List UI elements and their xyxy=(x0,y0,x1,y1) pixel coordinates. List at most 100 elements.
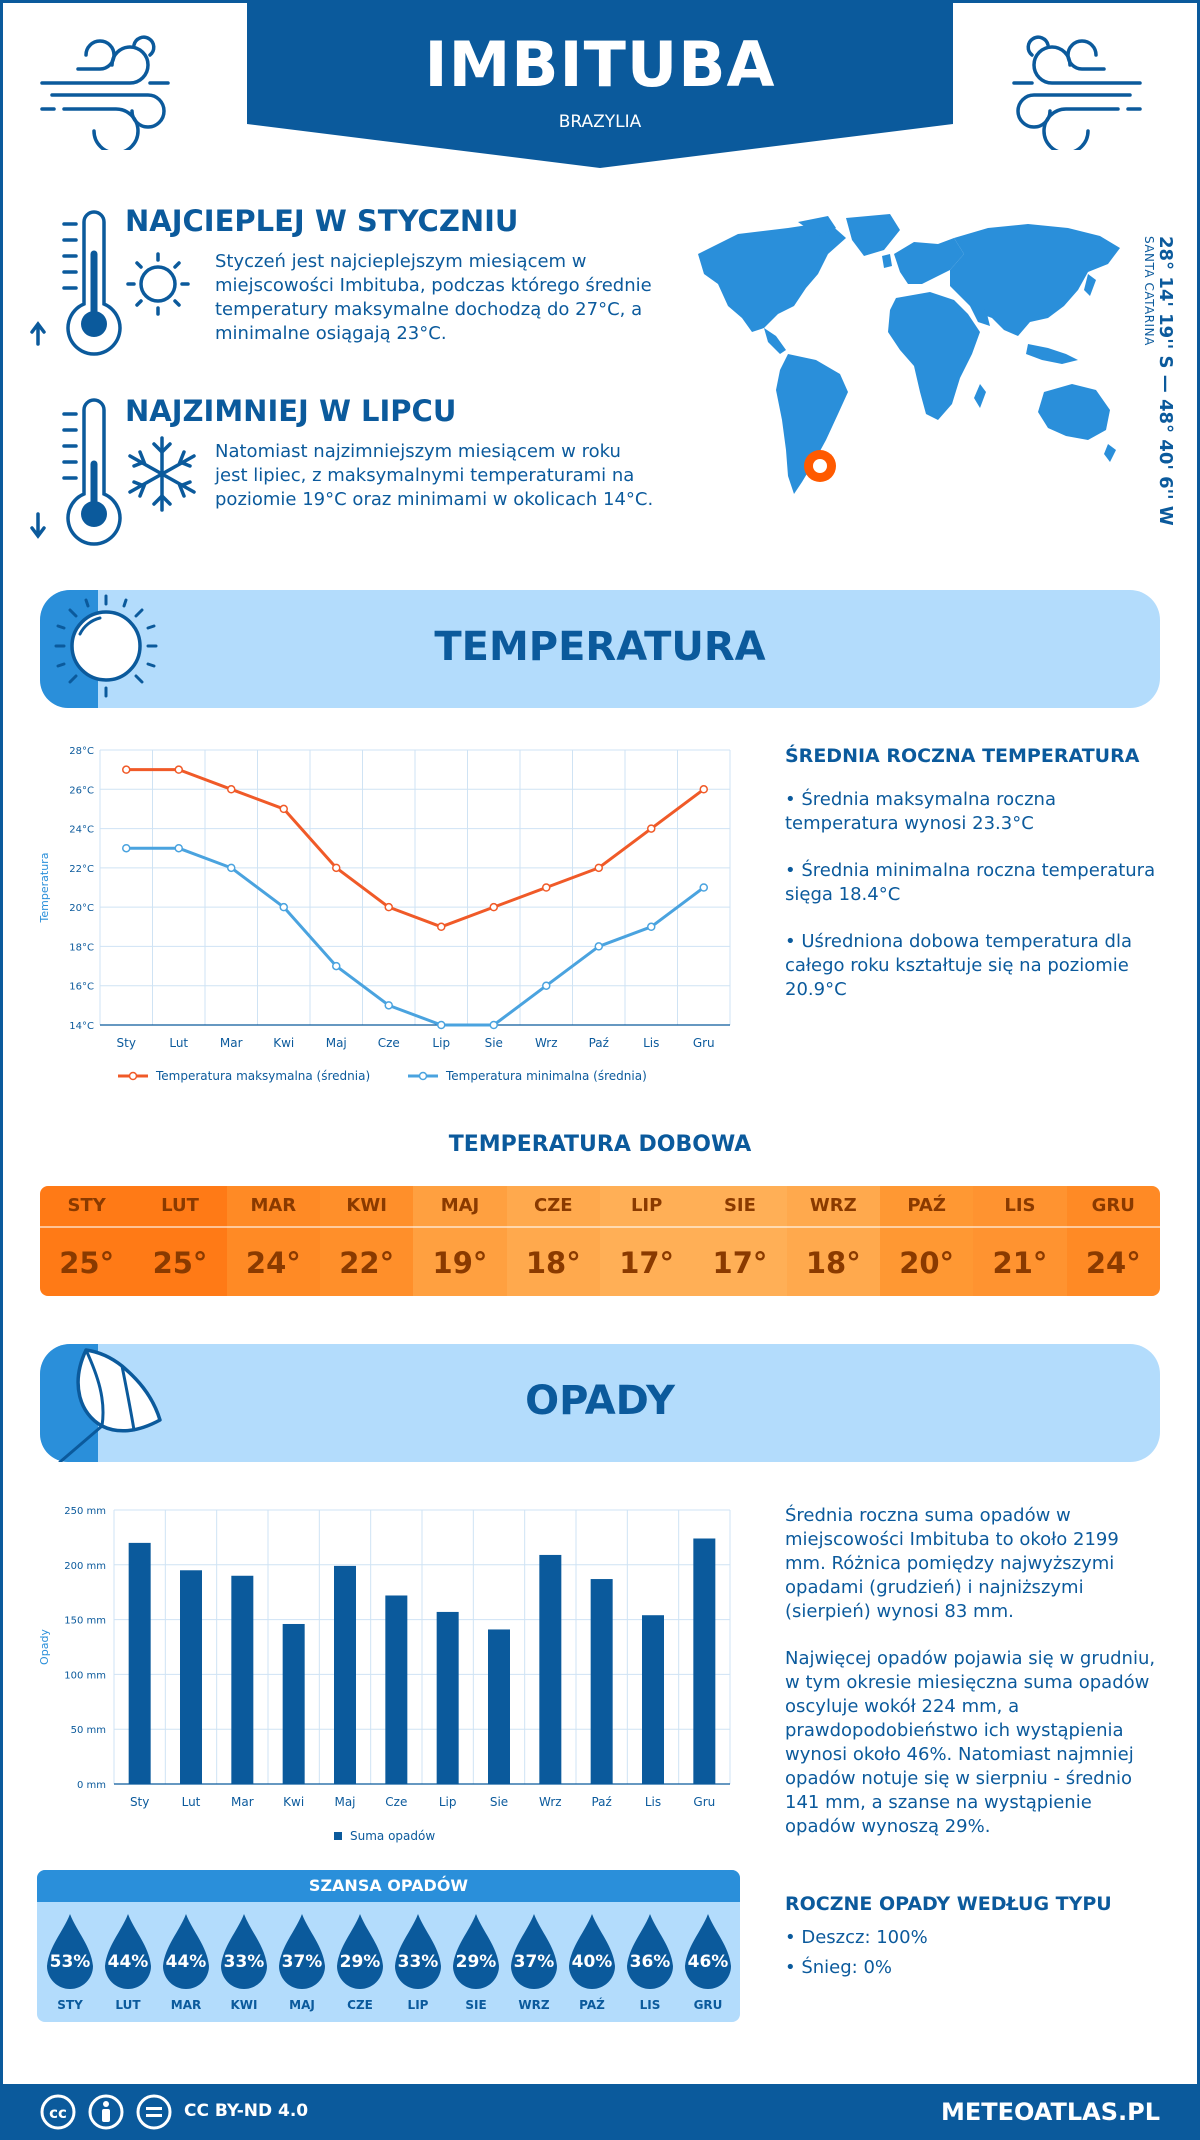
daily-value: 18° xyxy=(506,1226,600,1296)
x-tick-label: Maj xyxy=(326,1036,347,1050)
rain-icon xyxy=(40,1344,162,1462)
y-axis-label: Opady xyxy=(38,1629,51,1665)
daily-month: STY xyxy=(67,1195,106,1216)
hottest-title: NAJCIEPLEJ W STYCZNIU xyxy=(125,204,519,238)
daily-value: 19° xyxy=(413,1226,507,1296)
daily-month: KWI xyxy=(346,1195,387,1216)
daily-month: SIE xyxy=(723,1195,756,1216)
daily-month: CZE xyxy=(534,1195,573,1216)
precip-bar xyxy=(334,1565,356,1784)
license-label: CC BY-ND 4.0 xyxy=(184,2101,309,2121)
y-tick-label: 20°C xyxy=(69,903,94,914)
data-point xyxy=(384,902,393,912)
x-tick-label: Wrz xyxy=(535,1036,558,1050)
precip-summary-p1: Średnia roczna suma opadów w miejscowośc… xyxy=(785,1505,1119,1622)
x-tick-label: Sty xyxy=(117,1036,136,1050)
x-tick-label: Sie xyxy=(490,1795,508,1809)
daily-cell: MAR 24° xyxy=(226,1186,320,1296)
y-tick-label: 250 mm xyxy=(64,1506,106,1517)
y-tick-label: 28°C xyxy=(69,746,94,757)
precip-summary: Średnia roczna suma opadów w miejscowośc… xyxy=(785,1504,1165,1862)
raindrop-icon xyxy=(279,1914,325,1989)
daily-cell: SIE 17° xyxy=(693,1186,787,1296)
x-tick-label: Paź xyxy=(591,1795,611,1809)
data-point xyxy=(227,785,236,794)
world-map xyxy=(698,214,1120,494)
chance-month: PAŹ xyxy=(579,1998,605,2012)
daily-temperature-table: STY 25° LUT 25° MAR 24° KWI 22° MAJ 19° CZE 18° LIP 1… xyxy=(40,1186,1160,1296)
data-point xyxy=(437,922,446,932)
data-point xyxy=(699,883,708,892)
chance-month: SIE xyxy=(465,1998,487,2012)
daily-cell: LIS 21° xyxy=(973,1186,1067,1296)
data-point xyxy=(384,1001,393,1010)
series-line xyxy=(126,768,705,929)
series-line xyxy=(126,846,705,1027)
x-tick-label: Gru xyxy=(693,1795,715,1809)
temperature-summary-title: ŚREDNIA ROCZNA TEMPERATURA xyxy=(785,745,1140,767)
x-tick-label: Maj xyxy=(334,1795,355,1809)
precip-bar xyxy=(436,1611,459,1784)
data-point xyxy=(489,902,498,912)
y-tick-label: 200 mm xyxy=(64,1561,106,1572)
daily-value: 24° xyxy=(226,1226,320,1296)
precip-bar xyxy=(231,1575,254,1784)
chance-month: KWI xyxy=(230,1998,258,2012)
chance-drop: 37% WRZ xyxy=(505,1910,563,2020)
site-link[interactable]: METEOATLAS.PL xyxy=(940,2098,1160,2126)
legend-label: Temperatura maksymalna (średnia) xyxy=(155,1069,370,1083)
x-tick-label: Cze xyxy=(385,1795,407,1809)
banner-shape xyxy=(247,0,953,168)
wind-icon xyxy=(1012,35,1142,150)
y-tick-label: 16°C xyxy=(69,982,94,993)
data-point xyxy=(542,981,551,990)
precip-type: ROCZNE OPADY WEDŁUG TYPU • Deszcz: 100% … xyxy=(785,1892,1165,1980)
chance-value: 46% xyxy=(687,1952,729,1972)
chance-drop: 29% CZE xyxy=(331,1910,389,2020)
data-point xyxy=(699,785,708,794)
chance-drop: 40% PAŹ xyxy=(563,1910,621,2020)
chance-value: 36% xyxy=(629,1952,671,1972)
x-tick-label: Mar xyxy=(231,1795,254,1809)
svg-text:cc: cc xyxy=(49,2104,67,2122)
x-tick-label: Kwi xyxy=(283,1795,304,1809)
chance-month: STY xyxy=(57,1998,83,2012)
precip-bar xyxy=(488,1629,510,1784)
attribution-icon xyxy=(88,2094,124,2130)
precip-type-title: ROCZNE OPADY WEDŁUG TYPU xyxy=(785,1893,1112,1915)
legend-marker xyxy=(334,1832,342,1840)
daily-value: 21° xyxy=(973,1226,1067,1296)
legend-label: Temperatura minimalna (średnia) xyxy=(445,1069,647,1083)
raindrop-icon xyxy=(337,1914,383,1989)
country-name: BRAZYLIA xyxy=(558,112,642,132)
city-title: IMBITUBA xyxy=(424,28,776,101)
chance-drop: 44% LUT xyxy=(99,1910,157,2020)
chance-month: WRZ xyxy=(518,1998,550,2012)
coldest-fact: NAJZIMNIEJ W LIPCU Natomiast najzimniejs… xyxy=(30,394,653,554)
temperature-title: TEMPERATURA xyxy=(434,624,766,670)
data-point xyxy=(122,765,131,774)
x-tick-label: Lis xyxy=(645,1795,661,1809)
chance-drop: 53% STY xyxy=(41,1910,99,2020)
x-tick-label: Mar xyxy=(220,1036,243,1050)
chance-value: 29% xyxy=(339,1952,381,1972)
raindrop-icon xyxy=(221,1914,267,1989)
chance-drops: 53% STY 44% LUT 44% MAR 33% KWI 37% MAJ 29% CZE 33% L… xyxy=(37,1910,740,2020)
daily-cell: PAŹ 20° xyxy=(879,1186,974,1296)
temperature-section-header: TEMPERATURA xyxy=(40,590,1160,708)
data-point xyxy=(174,843,183,853)
chance-month: LIS xyxy=(639,1998,661,2012)
data-point xyxy=(174,765,183,774)
coldest-title: NAJZIMNIEJ W LIPCU xyxy=(125,394,457,428)
data-point xyxy=(332,863,341,873)
daily-title: TEMPERATURA DOBOWA xyxy=(448,1132,752,1157)
daily-cell: CZE 18° xyxy=(506,1186,600,1296)
raindrop-icon xyxy=(569,1914,615,1989)
daily-month: PAŹ xyxy=(907,1195,946,1216)
daily-value: 22° xyxy=(319,1226,414,1296)
y-tick-label: 24°C xyxy=(69,825,94,836)
x-tick-label: Lip xyxy=(439,1795,457,1809)
x-tick-label: Wrz xyxy=(539,1795,562,1809)
x-tick-label: Lip xyxy=(432,1036,450,1050)
no-derivatives-icon xyxy=(136,2094,172,2130)
